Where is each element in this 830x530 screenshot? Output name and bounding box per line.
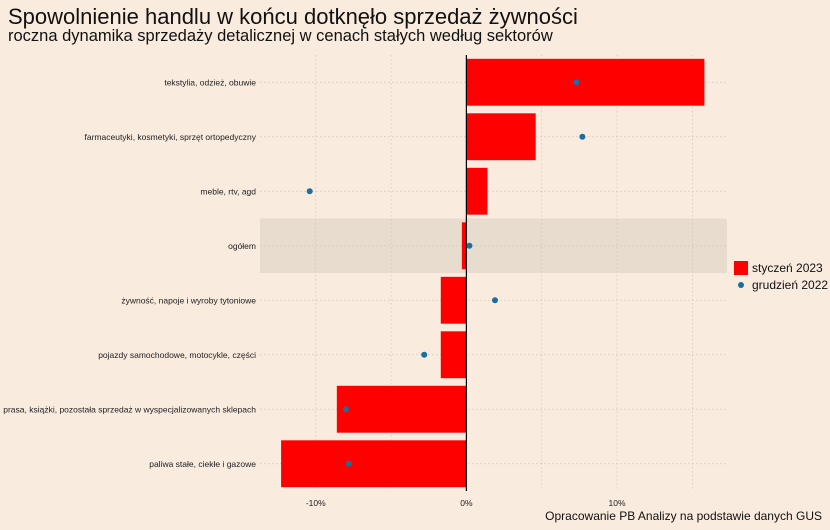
point-6 — [421, 351, 428, 358]
bar-4 — [461, 222, 467, 270]
point-4 — [466, 242, 473, 249]
bar-6 — [440, 331, 467, 379]
point-3 — [306, 188, 313, 195]
chart-title: Spowolnienie handlu w końcu dotknęło spr… — [8, 4, 578, 29]
x-tick-label: -10% — [306, 498, 326, 508]
chart-caption: Opracowanie PB Analizy na podstawie dany… — [545, 509, 822, 523]
legend-point-swatch — [734, 278, 748, 292]
category-label: meble, rtv, agd — [200, 186, 256, 196]
x-tick-label: 10% — [609, 498, 626, 508]
legend-label-points: grudzień 2022 — [752, 278, 829, 292]
legend-item-points: grudzień 2022 — [734, 277, 828, 293]
category-label: tekstylia, odzież, obuwie — [164, 77, 256, 87]
point-1 — [573, 79, 580, 86]
category-label: ogółem — [228, 241, 256, 251]
bar-5 — [440, 276, 467, 324]
bar-7 — [336, 385, 467, 433]
chart-subtitle: roczna dynamika sprzedaży detalicznej w … — [8, 27, 553, 45]
category-label: paliwa stałe, ciekłe i gazowe — [149, 459, 256, 469]
legend-label-bars: styczeń 2023 — [752, 261, 823, 275]
bar-8 — [281, 440, 467, 488]
category-label: farmaceutyki, kosmetyki, sprzęt ortopedy… — [85, 132, 257, 142]
point-2 — [579, 133, 586, 140]
point-7 — [342, 406, 349, 413]
legend-bar-swatch — [734, 261, 748, 275]
legend-item-bars: styczeń 2023 — [734, 260, 823, 276]
category-label: pojazdy samochodowe, motocykle, części — [98, 350, 256, 360]
x-tick-label: 0% — [460, 498, 473, 508]
category-label: prasa, książki, pozostała sprzedaż w wys… — [3, 404, 256, 414]
point-8 — [345, 460, 352, 467]
bar-3 — [466, 167, 488, 215]
point-5 — [492, 297, 499, 304]
bar-2 — [466, 113, 536, 161]
bar-1 — [466, 58, 705, 106]
category-label: żywność, napoje i wyroby tytoniowe — [121, 295, 256, 305]
